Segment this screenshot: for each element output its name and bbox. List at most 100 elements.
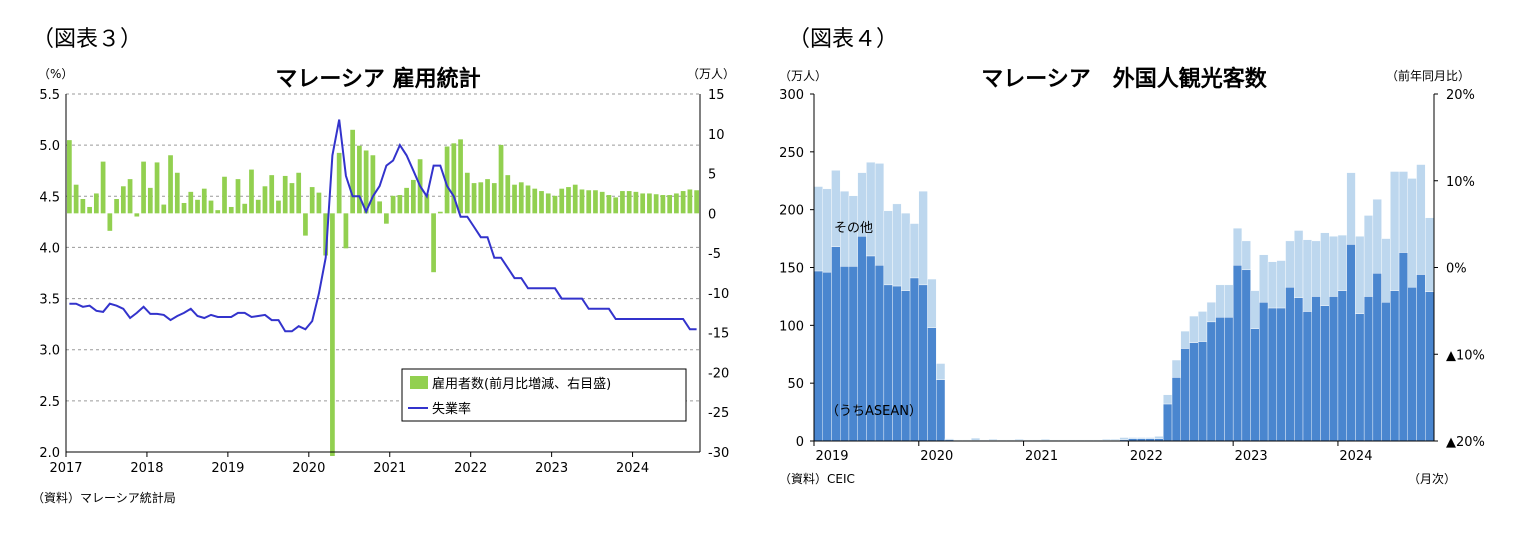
- figure3-employment-bar: [242, 203, 248, 214]
- figure4-other-bar: [822, 188, 832, 273]
- figure4-other-bar: [1145, 437, 1155, 439]
- figure3-employment-bar: [491, 183, 497, 214]
- figure3-employment-bar: [498, 144, 504, 214]
- figure4-other-bar: [1005, 439, 1016, 441]
- figure3-left-tick-label: 3.5: [39, 293, 60, 308]
- figure3-employment-bar: [147, 187, 153, 214]
- figure3-legend-bar-label: 雇用者数(前月比増減、右目盛): [432, 376, 611, 392]
- figure3-employment-bar: [87, 206, 92, 214]
- figure3-left-tick-label: 4.5: [39, 190, 60, 205]
- figure4: （図表４） マレーシア 外国人観光客数 （万人） （前年同月比） 300 250 2…: [779, 27, 1485, 486]
- figure4-asean-bar: [1311, 296, 1321, 442]
- figure4-other-bar: [1302, 239, 1312, 312]
- figure4-asean-bar: [1267, 307, 1278, 442]
- figure3-employment-bar: [363, 150, 369, 214]
- figure3-employment-bar: [653, 194, 659, 214]
- figure3-employment-bar: [525, 185, 531, 214]
- figure4-left-tick-label: 300: [779, 88, 804, 103]
- figure3-employment-bar: [471, 183, 477, 214]
- figure3-unemployment-rate-line: [69, 119, 697, 333]
- figure3-employment-bar: [384, 213, 389, 224]
- figure3-employment-bar: [188, 191, 194, 214]
- figure4-left-tick-label: 150: [779, 262, 804, 277]
- figure3-employment-bar: [390, 195, 396, 214]
- figure3-employment-bar: [161, 204, 167, 214]
- figure4-other-bar: [1206, 302, 1216, 323]
- figure4-other-bar: [1381, 238, 1391, 303]
- figure3-title: マレーシア 雇用統計: [275, 66, 480, 92]
- figure3-employment-bar: [613, 197, 619, 214]
- figure3-employment-bar: [667, 195, 673, 214]
- figure3-employment-bar: [303, 213, 308, 236]
- figure4-other-bar: [918, 190, 928, 286]
- figure3-employment-bar: [208, 200, 214, 214]
- figure3-employment-bar: [235, 179, 241, 214]
- figure3-left-tick-label: 2.0: [39, 446, 60, 461]
- figure4-other-bar: [1032, 439, 1042, 441]
- figure3-legend: 雇用者数(前月比増減、右目盛) 失業率: [401, 368, 687, 422]
- figure3-axes: [65, 94, 701, 457]
- figure4-other-bar: [901, 212, 911, 291]
- figure3-employment-bar: [249, 169, 254, 214]
- figure3-right-tick-label: 10: [708, 128, 725, 143]
- figure4-other-bar: [1355, 236, 1365, 314]
- figure4-other-bar: [1241, 240, 1251, 271]
- figure3-employment-bar: [262, 186, 268, 214]
- figure4-other-bar: [1267, 261, 1278, 309]
- figure4-other-bar: [1014, 439, 1024, 441]
- figure3-employment-bar: [228, 206, 234, 214]
- figure4-other-bar: [1215, 284, 1225, 318]
- figure3-x-tick-label: 2018: [130, 461, 163, 476]
- figure3-label: （図表３）: [32, 27, 142, 52]
- figure4-other-bar: [1398, 171, 1409, 253]
- figure3-employment-bar: [694, 190, 699, 214]
- figure4-left-tick-label: 0: [796, 435, 804, 450]
- figure4-other-bar: [874, 163, 885, 266]
- figure3-employment-bar: [586, 190, 592, 214]
- figure3-employment-bar: [593, 190, 598, 214]
- figure3-employment-bar: [404, 187, 409, 214]
- figure3-employment-bar: [599, 191, 605, 214]
- figure3-employment-bar: [640, 193, 646, 214]
- figure3-employment-bar: [424, 194, 430, 214]
- figure3-legend-bar-swatch: [410, 376, 428, 389]
- figure4-other-bar: [1425, 217, 1435, 292]
- figure4-other-bar: [1040, 439, 1050, 441]
- figure3-source: （資料）マレーシア統計局: [32, 490, 176, 505]
- figure4-left-tick-label: 250: [779, 146, 804, 161]
- figure4-other-bar: [1101, 439, 1112, 441]
- figure3-employment-bar: [566, 187, 571, 214]
- figure4-right-tick-label: ▲20%: [1446, 435, 1485, 450]
- figure4-asean-bar: [1398, 252, 1409, 442]
- figure4-other-bar: [909, 223, 919, 279]
- figure3-x-tick-label: 2023: [535, 461, 568, 476]
- figure3-employment-bar: [572, 184, 578, 214]
- figure3-employment-bar: [606, 195, 612, 214]
- figure4-other-bar: [1171, 359, 1181, 378]
- figure3-employment-bar: [343, 213, 349, 249]
- figure4-right-tick-label: 20%: [1446, 88, 1475, 103]
- figure4-x-unit: （月次）: [1408, 472, 1456, 486]
- figure4-other-bar: [1311, 240, 1321, 297]
- figure4-other-bar: [1154, 436, 1164, 439]
- figure3-employment-bar: [154, 162, 160, 214]
- figure4-asean-bar: [1337, 290, 1347, 442]
- figure3-employment-bar: [350, 129, 356, 214]
- figure4-other-bar: [883, 210, 893, 286]
- figure4-right-tick-label: 10%: [1446, 175, 1475, 190]
- figure4-other-bar: [1049, 439, 1059, 441]
- figure4-other-bar: [1390, 171, 1400, 291]
- figure3-tick-labels: 5.5 5.0 4.5 4.0 3.5 3.0 2.5 2.0 15 10 5 0 -5 -10 -15 -2…: [39, 88, 729, 476]
- figure4-asean-bar: [1285, 286, 1295, 442]
- figure3-employment-bar: [505, 175, 511, 214]
- figure4-asean-bar: [936, 379, 946, 442]
- figure4-other-bar: [1198, 311, 1208, 342]
- figure4-other-bar: [1416, 164, 1426, 275]
- figure4-other-bar: [1294, 230, 1304, 298]
- figure4-other-bar: [1093, 439, 1103, 441]
- figure4-other-bar: [866, 162, 876, 257]
- figure3-employment-bar: [545, 193, 551, 214]
- figure3-employment-bar: [114, 199, 119, 214]
- figure4-asean-bar: [1189, 342, 1199, 442]
- figure4-other-bar: [1119, 437, 1129, 441]
